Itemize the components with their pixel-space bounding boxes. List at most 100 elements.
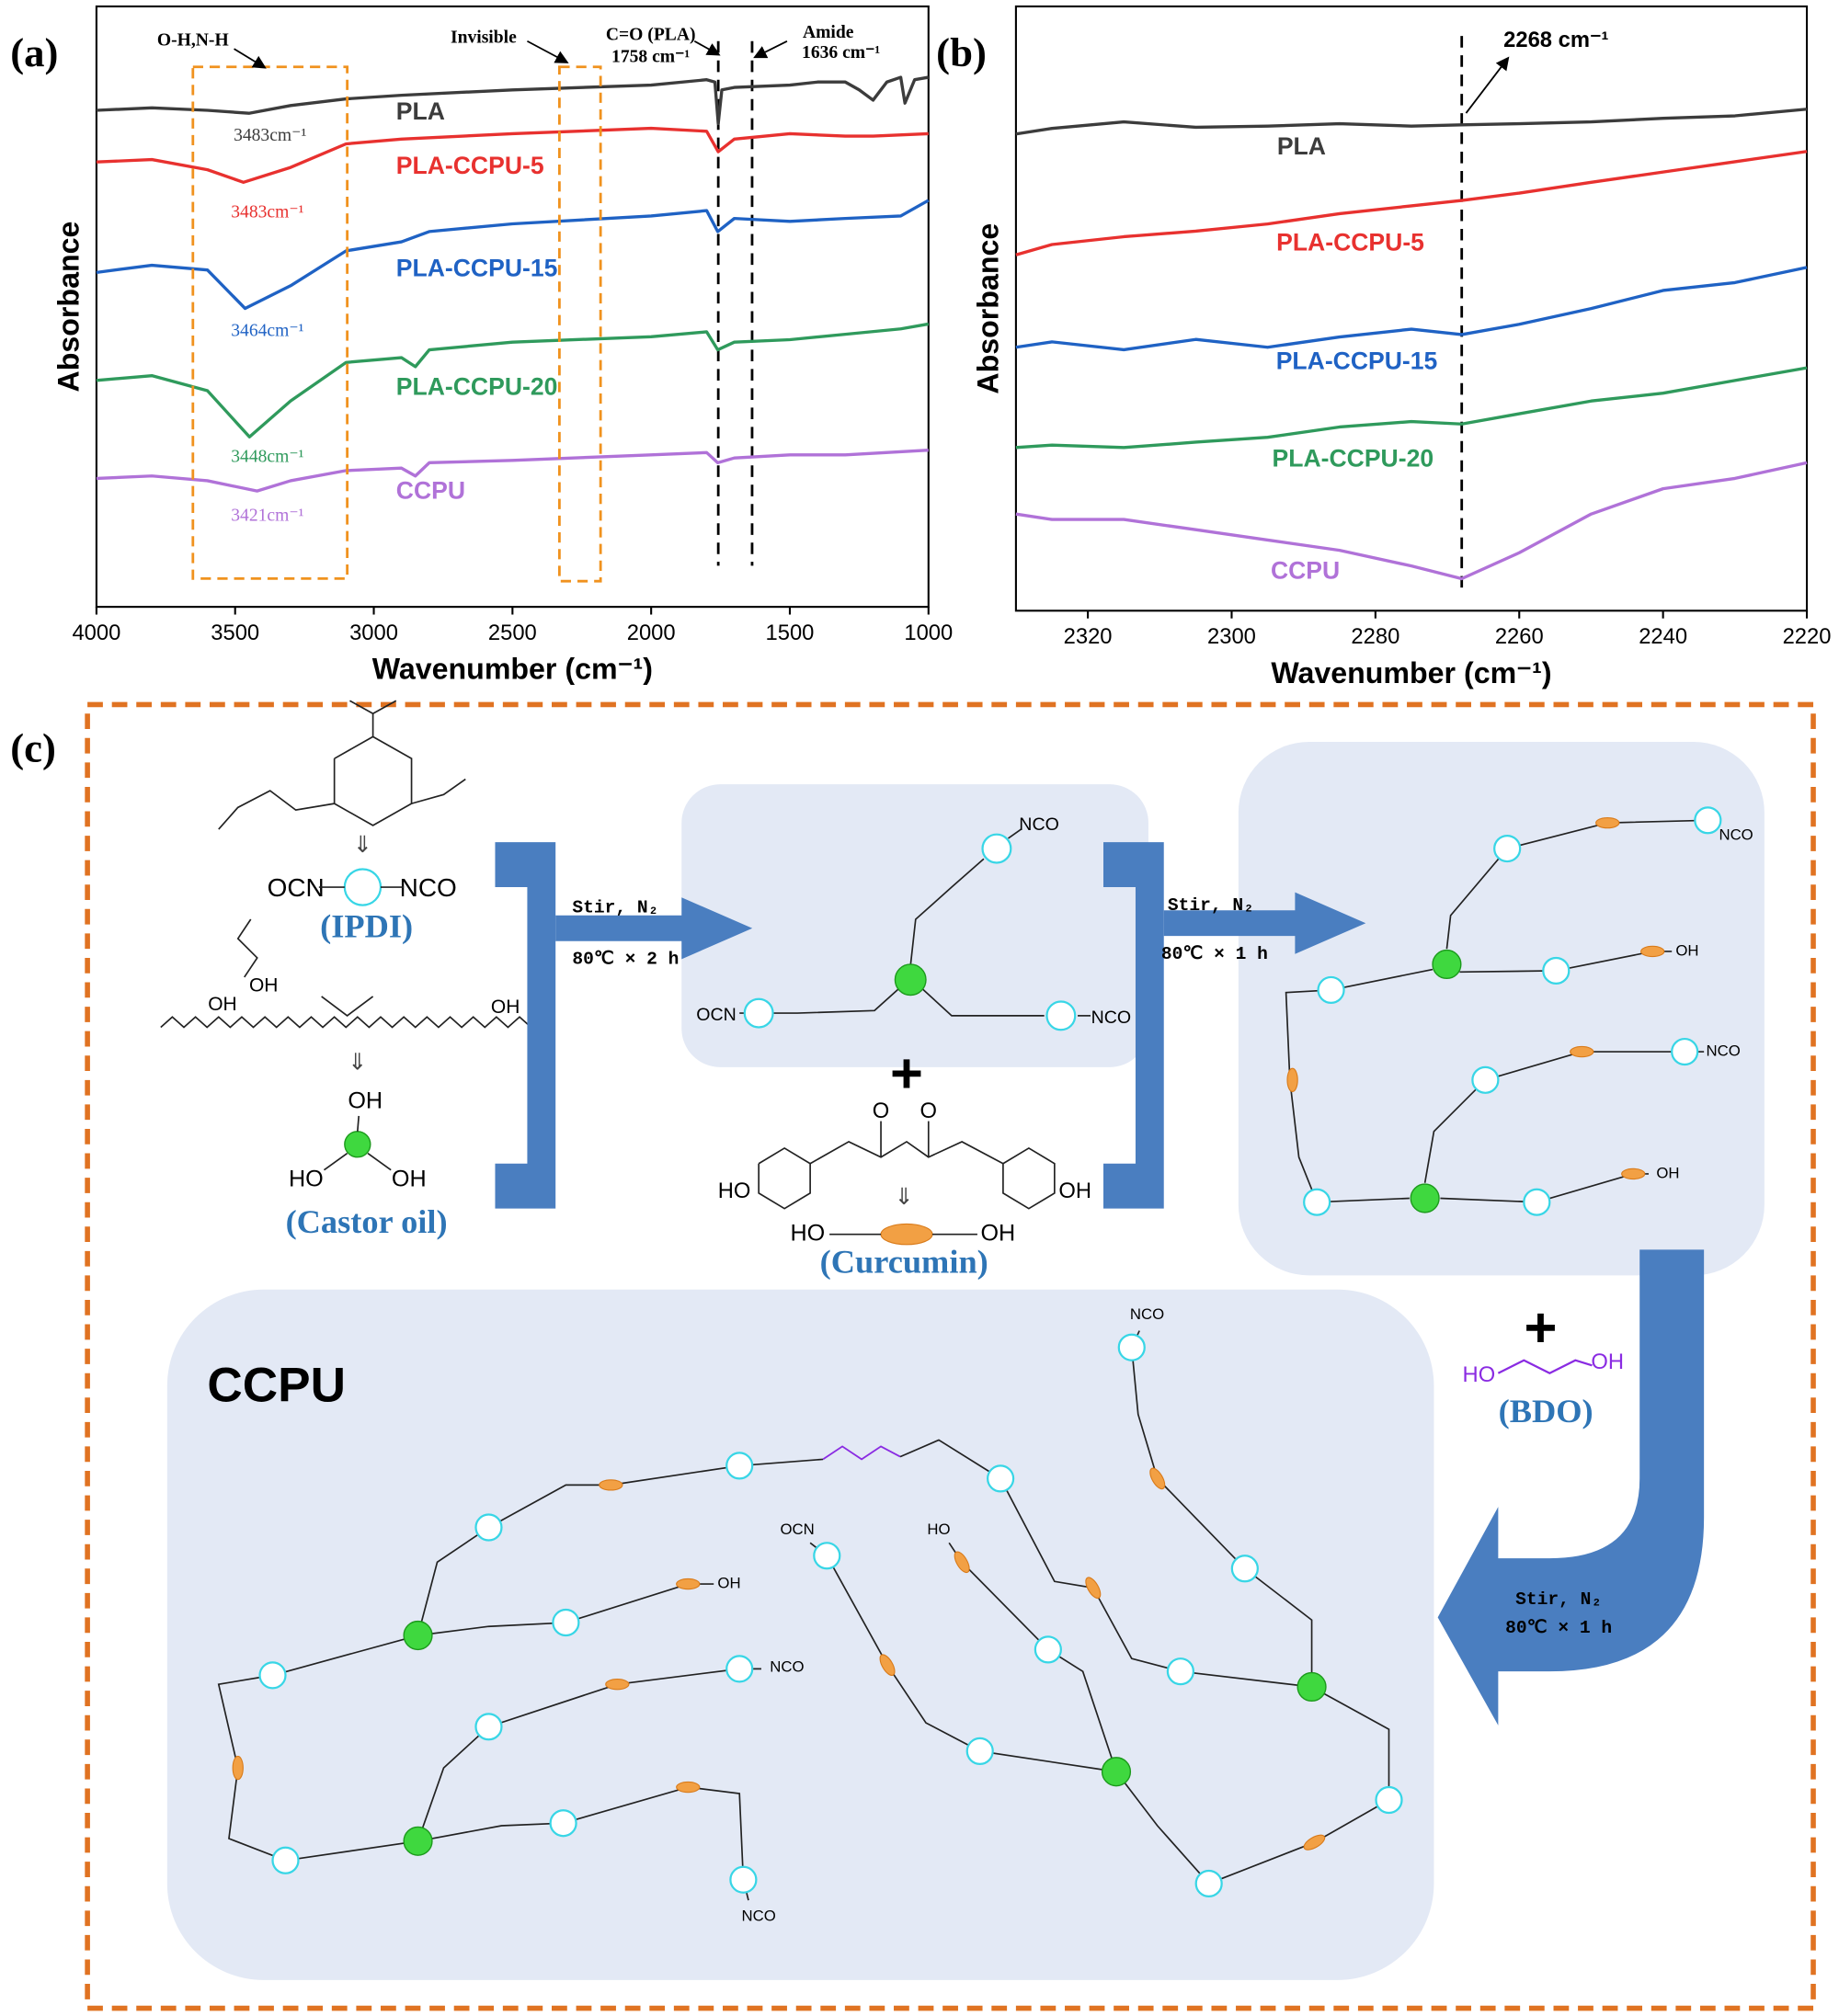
label: NCO: [1719, 826, 1753, 844]
x-tick-label: 1000: [904, 621, 953, 645]
ring-unit: [987, 1464, 1015, 1493]
atom: O: [873, 1099, 890, 1123]
scheme-frame: [85, 701, 1816, 2011]
curcumin-unit: [1640, 945, 1665, 958]
series-label: CCPU: [1271, 556, 1340, 584]
label: OH: [980, 1220, 1015, 1246]
bond-line: [822, 1445, 901, 1461]
label: (BDO): [1499, 1393, 1593, 1429]
ring-unit: [1493, 834, 1522, 863]
label: OCN: [696, 1005, 737, 1025]
label: +: [1525, 1296, 1558, 1360]
x-tick-label: 2300: [1207, 624, 1256, 649]
label: +: [890, 1042, 923, 1105]
annotation: 1758 cm⁻¹: [611, 47, 690, 66]
label: OCN: [268, 873, 325, 902]
label: Stir, N₂: [1168, 895, 1254, 916]
pointer-arrow: [753, 40, 788, 59]
ring-unit: [549, 1809, 577, 1838]
ring-unit: [1694, 806, 1722, 835]
panel-label: (b): [936, 29, 987, 75]
label: OH: [717, 1575, 740, 1592]
y-axis-label: Absorbance: [971, 223, 1004, 394]
x-tick-label: 2320: [1064, 624, 1113, 649]
label: HO: [718, 1179, 751, 1203]
curcumin-unit: [880, 1223, 933, 1246]
series-label: CCPU: [396, 477, 465, 505]
reaction-arrow: [1163, 892, 1366, 954]
branch-unit: [1432, 949, 1462, 980]
series-label: PLA-CCPU-5: [1276, 229, 1424, 256]
label: OH: [208, 994, 236, 1015]
label: Stir, N₂: [572, 898, 658, 918]
label: NCO: [770, 1657, 804, 1675]
curcumin-unit: [1149, 1467, 1166, 1490]
ring-unit: [1317, 975, 1345, 1005]
bond-line: [909, 858, 985, 966]
ring-unit: [1117, 1333, 1146, 1361]
ring-unit: [474, 1513, 503, 1542]
label: (Castor oil): [286, 1203, 448, 1240]
annotation: Amide: [803, 23, 854, 42]
series-label: PLA-CCPU-15: [1276, 347, 1438, 374]
curcumin-unit: [232, 1755, 244, 1781]
x-tick-label: 2240: [1639, 624, 1687, 649]
annotation: 2268 cm⁻¹: [1503, 28, 1608, 52]
label: 80℃ × 1 h: [1161, 944, 1268, 964]
reaction-arrow: [1437, 1249, 1705, 1726]
curcumin-unit: [1570, 1045, 1594, 1058]
curcumin-unit: [676, 1781, 701, 1794]
spectrum-line: [1015, 461, 1808, 581]
spectrum-line: [1015, 266, 1808, 352]
branch-unit: [1410, 1183, 1440, 1213]
curcumin-unit: [1595, 816, 1620, 829]
bond-line: [333, 735, 413, 826]
ring-unit: [1671, 1037, 1699, 1066]
x-tick-label: 3500: [211, 621, 259, 645]
x-axis-label: Wavenumber (cm⁻¹): [1271, 656, 1551, 689]
curcumin-unit: [879, 1654, 896, 1676]
x-tick-label: 2260: [1495, 624, 1544, 649]
label: 80℃ × 2 h: [572, 950, 679, 970]
pointer-arrow: [693, 40, 721, 56]
label: OH: [1591, 1350, 1624, 1374]
label: OH: [1656, 1164, 1679, 1181]
label: NCO: [1130, 1305, 1164, 1323]
label: NCO: [742, 1908, 776, 1925]
branch-unit: [1296, 1671, 1327, 1703]
series-label: PLA-CCPU-15: [396, 255, 558, 282]
bond-line: [758, 1146, 811, 1210]
curcumin-unit: [954, 1551, 970, 1574]
spectrum-line: [96, 126, 929, 184]
label: NCO: [400, 873, 457, 902]
series-label: PLA: [1277, 132, 1326, 160]
label: Stir, N₂: [1515, 1589, 1602, 1610]
label: OH: [249, 974, 278, 996]
series-label: PLA-CCPU-5: [396, 152, 544, 179]
plot-frame: [95, 5, 930, 609]
intermediate-box: [1238, 741, 1765, 1276]
ring-unit: [1230, 1555, 1259, 1583]
panel-label: (a): [10, 29, 58, 75]
annotation: Invisible: [451, 28, 517, 47]
curcumin-unit: [1303, 1834, 1326, 1851]
peak-label: 3448cm⁻¹: [231, 447, 303, 466]
plot-frame: [1014, 5, 1809, 612]
ring-unit: [1471, 1065, 1500, 1094]
panel-label: (c): [10, 724, 56, 770]
ring-unit: [729, 1865, 758, 1894]
reaction-arrow: [555, 897, 753, 960]
bond-line: [356, 1115, 360, 1132]
x-axis-label: Wavenumber (cm⁻¹): [372, 653, 653, 686]
spectrum-line: [1015, 366, 1808, 450]
bond-line: [372, 700, 397, 714]
ring-unit: [725, 1452, 754, 1480]
label: NCO: [1019, 814, 1059, 835]
bond-line: [367, 1152, 392, 1171]
label: HO: [289, 1167, 324, 1192]
ring-unit: [981, 833, 1012, 864]
spectrum-line: [1015, 150, 1808, 256]
bond-line: [809, 1140, 1004, 1165]
